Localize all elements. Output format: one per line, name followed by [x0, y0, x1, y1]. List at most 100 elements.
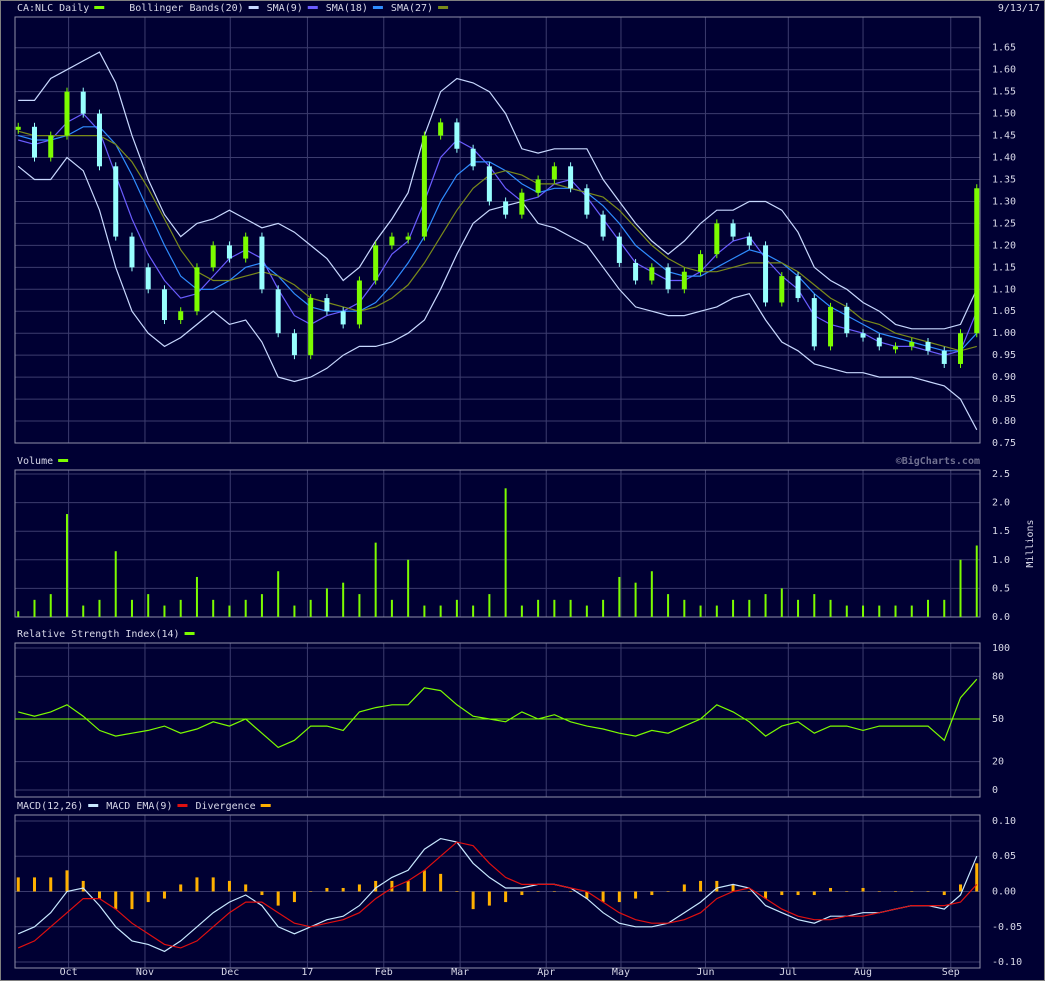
candle: [291, 333, 297, 356]
x-tick-label: Mar: [451, 967, 469, 978]
x-tick-label: 17: [301, 967, 313, 978]
bar: [715, 605, 718, 617]
bar: [487, 891, 491, 906]
candle: [308, 298, 314, 356]
candle: [535, 179, 541, 193]
y-tick-label: 0.0: [992, 612, 1010, 623]
x-tick-label: Feb: [375, 967, 393, 978]
legend-swatch: [438, 6, 449, 9]
bar: [537, 599, 540, 617]
y-tick-label: 1.5: [992, 526, 1010, 537]
candle: [795, 276, 801, 299]
bar: [618, 576, 621, 617]
bar: [569, 891, 573, 892]
candle: [96, 113, 102, 167]
candle: [178, 311, 184, 321]
bar: [17, 611, 20, 617]
bar: [747, 891, 751, 892]
legend-swatch: [260, 804, 271, 807]
candle: [568, 166, 574, 189]
bar: [504, 488, 507, 617]
panel-frame: [14, 469, 981, 618]
candle: [698, 254, 704, 272]
y-tick-label: 1.60: [992, 65, 1016, 76]
x-tick-label: Apr: [537, 967, 555, 978]
bar: [926, 891, 930, 892]
y-tick-label: 0.85: [992, 394, 1016, 405]
y-tick-label: 0.5: [992, 583, 1010, 594]
bar: [147, 594, 150, 617]
bar: [374, 542, 377, 617]
panel-frame: [14, 642, 981, 798]
bar: [877, 891, 881, 892]
bar: [130, 891, 134, 910]
bar: [650, 571, 653, 617]
bar: [748, 599, 751, 617]
y-tick-label: 1.50: [992, 109, 1016, 120]
y-tick-label: 0.80: [992, 416, 1016, 427]
bar: [260, 891, 264, 896]
bar: [455, 891, 459, 892]
bar: [114, 891, 118, 910]
candle: [243, 236, 249, 259]
bar: [650, 891, 654, 896]
candle: [730, 223, 736, 237]
bar: [732, 599, 735, 617]
bar: [33, 599, 36, 617]
bar: [342, 582, 345, 617]
candle: [113, 166, 119, 237]
bar: [927, 599, 930, 617]
bar: [293, 605, 296, 617]
series-line: [17, 837, 978, 953]
candle: [828, 306, 834, 347]
y-tick-label: 0.05: [992, 851, 1016, 862]
bar: [764, 594, 767, 617]
candle: [210, 245, 216, 268]
legend-swatch: [177, 804, 188, 807]
bar: [309, 599, 312, 617]
bar: [699, 605, 702, 617]
bar: [49, 877, 53, 892]
bar: [406, 880, 410, 892]
series-line: [18, 126, 978, 352]
bar: [276, 891, 280, 906]
bar: [667, 594, 670, 617]
candle: [844, 306, 850, 334]
y-tick-label: 0.00: [992, 887, 1016, 898]
candle: [519, 192, 525, 215]
candle: [941, 350, 947, 364]
bar: [439, 605, 442, 617]
candle: [551, 166, 557, 180]
candle: [616, 236, 622, 263]
candle: [259, 236, 265, 290]
bar: [845, 605, 848, 617]
bar: [845, 891, 849, 892]
bar: [878, 605, 881, 617]
band-upper: [18, 51, 978, 330]
candle: [763, 245, 769, 303]
bar: [569, 599, 572, 617]
legend-swatch: [184, 632, 195, 635]
bar: [552, 891, 556, 892]
legend-label: SMA(9): [267, 3, 303, 14]
bar: [81, 880, 85, 892]
y-tick-label: 1.45: [992, 131, 1016, 142]
candle: [31, 126, 37, 158]
bar: [358, 594, 361, 617]
candle: [909, 341, 915, 347]
bar: [699, 880, 703, 892]
bar: [65, 514, 68, 617]
legend-swatch: [94, 6, 105, 9]
bar: [585, 605, 588, 617]
candle: [194, 267, 200, 312]
bar: [390, 880, 394, 892]
bar: [65, 870, 69, 892]
candle: [470, 148, 476, 167]
bar: [260, 594, 263, 617]
y-axis-label: Millions: [1025, 519, 1036, 567]
bar: [683, 599, 686, 617]
bar: [601, 891, 605, 903]
candle: [226, 245, 232, 259]
bar: [666, 891, 670, 892]
